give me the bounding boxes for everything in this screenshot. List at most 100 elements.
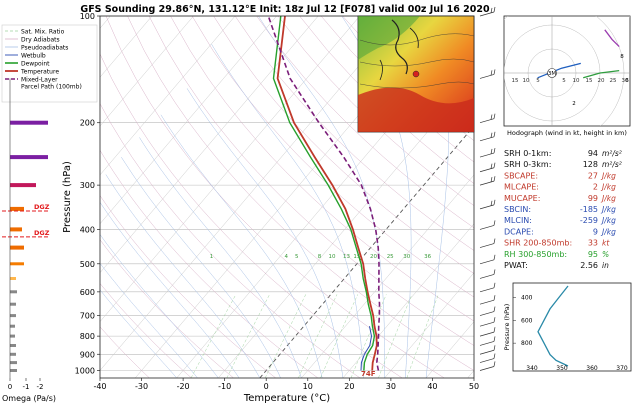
omega-bar — [10, 246, 24, 250]
wind-barb-flag — [494, 307, 495, 312]
index-unit: in — [602, 261, 609, 270]
wind-barb-staff — [480, 168, 494, 172]
moist-adiabat — [187, 88, 343, 378]
moist-adiabat — [80, 204, 219, 378]
hodograph-ring-label: 10 — [523, 78, 530, 84]
wind-barb-flag — [494, 239, 495, 244]
x-tick-label: 40 — [427, 382, 437, 391]
wind-barb-flag — [494, 255, 495, 260]
y-tick-label: 600 — [80, 288, 95, 297]
legend-label: Dry Adiabats — [21, 37, 60, 44]
index-value: 128 — [583, 160, 598, 169]
wind-barb-staff — [480, 137, 494, 141]
wind-barb-flag — [494, 361, 495, 366]
wind-barb-staff — [480, 341, 494, 345]
wind-barb-flag — [494, 354, 495, 359]
isotherm — [52, 16, 360, 378]
mixing-ratio-label: 15 — [353, 254, 360, 260]
hodograph-ring-label: 25 — [610, 78, 617, 84]
y-tick-label: 800 — [80, 332, 95, 341]
theta-e-ytick-label: 600 — [521, 317, 533, 324]
wind-barb-staff — [480, 260, 494, 264]
index-unit: m²/s² — [602, 149, 622, 158]
hodograph-ring-label: 15 — [512, 78, 519, 84]
theta-e-ylabel: Pressure (hPa) — [503, 304, 511, 351]
mixing-ratio-label: 4 — [285, 254, 289, 260]
index-value: 99 — [588, 194, 598, 203]
wind-barb-flag — [494, 327, 495, 332]
x-tick-label: 10 — [303, 382, 313, 391]
x-tick-label: -20 — [177, 382, 190, 391]
index-value: 9 — [593, 227, 598, 236]
wind-barb-staff — [480, 244, 494, 248]
x-tick-label: -10 — [218, 382, 231, 391]
omega-bar — [10, 121, 48, 125]
index-label: RH 300-850mb: — [504, 250, 567, 259]
theta-e-ytick-label: 800 — [521, 340, 533, 347]
omega-bar — [10, 344, 16, 347]
index-unit: m²/s² — [602, 160, 622, 169]
x-tick-label: -30 — [135, 382, 148, 391]
index-unit: J/kg — [600, 183, 616, 192]
index-value: 95 — [588, 250, 598, 259]
x-tick-label: 20 — [344, 382, 354, 391]
wind-barb-flag — [491, 133, 492, 138]
wind-barb-flag — [491, 115, 492, 120]
wind-barb-flag — [494, 220, 495, 225]
omega-bar — [10, 155, 48, 159]
index-label: MLCIN: — [504, 216, 532, 225]
y-tick-label: 300 — [80, 181, 95, 190]
wind-barb-staff — [480, 312, 494, 316]
wind-barb-flag — [494, 200, 495, 205]
index-unit: J/kg — [600, 171, 616, 180]
wind-barb-staff — [480, 181, 494, 185]
legend-label: Dewpoint — [21, 61, 50, 68]
mixing-ratio-label: 5 — [295, 254, 299, 260]
mixing-ratio-label: 1 — [210, 254, 214, 260]
wind-barb-flag — [494, 114, 495, 119]
legend-label: Sat. Mix. Ratio — [21, 29, 65, 36]
wind-barb-staff — [480, 153, 494, 157]
index-label: SHR 200-850mb: — [504, 239, 572, 248]
index-unit: J/kg — [600, 205, 616, 214]
map-inset — [358, 16, 474, 132]
omega-tick-label: 0 — [8, 383, 12, 391]
wind-barb-staff — [480, 274, 494, 278]
wind-barb-flag — [491, 70, 492, 75]
hodograph-ring-label: 5 — [562, 78, 566, 84]
omega-bar — [10, 369, 17, 372]
y-tick-label: 1000 — [75, 366, 95, 375]
index-label: MUCAPE: — [504, 194, 540, 203]
wind-barb-flag — [491, 201, 492, 206]
mixing-ratio-label: 30 — [403, 254, 410, 260]
wind-barb-flag — [494, 269, 495, 274]
omega-bar — [10, 314, 16, 317]
wind-barb-flag — [491, 8, 492, 13]
surface-temp-label: 74F — [361, 370, 376, 378]
moist-adiabat — [139, 137, 301, 378]
legend-label: Parcel Path (100mb) — [21, 84, 82, 91]
wind-barb-flag — [491, 164, 492, 169]
hodograph-height-label: 3M — [548, 71, 556, 77]
legend-label: Mixed-Layer — [21, 77, 58, 84]
index-unit: kt — [602, 239, 610, 248]
legend-label: Wetbulb — [21, 53, 46, 60]
wind-barb-staff — [480, 359, 494, 363]
wind-barb-staff — [480, 332, 494, 336]
moist-adiabat — [121, 157, 280, 378]
index-label: PWAT: — [504, 261, 528, 270]
mixing-ratio-label: 10 — [329, 254, 336, 260]
y-tick-label: 700 — [80, 312, 95, 321]
index-label: SRH 0-1km: — [504, 149, 551, 158]
hodograph-caption: Hodograph (wind in kt, height in km) — [507, 129, 627, 137]
theta-e-ytick-label: 400 — [521, 294, 533, 301]
index-label: SBCIN: — [504, 205, 531, 214]
hodograph-ring-label: 5 — [536, 78, 540, 84]
y-tick-label: 500 — [80, 260, 95, 269]
wind-barb-staff — [480, 322, 494, 326]
wind-barbs — [480, 7, 495, 370]
dgz-label: DGZ — [34, 229, 50, 237]
